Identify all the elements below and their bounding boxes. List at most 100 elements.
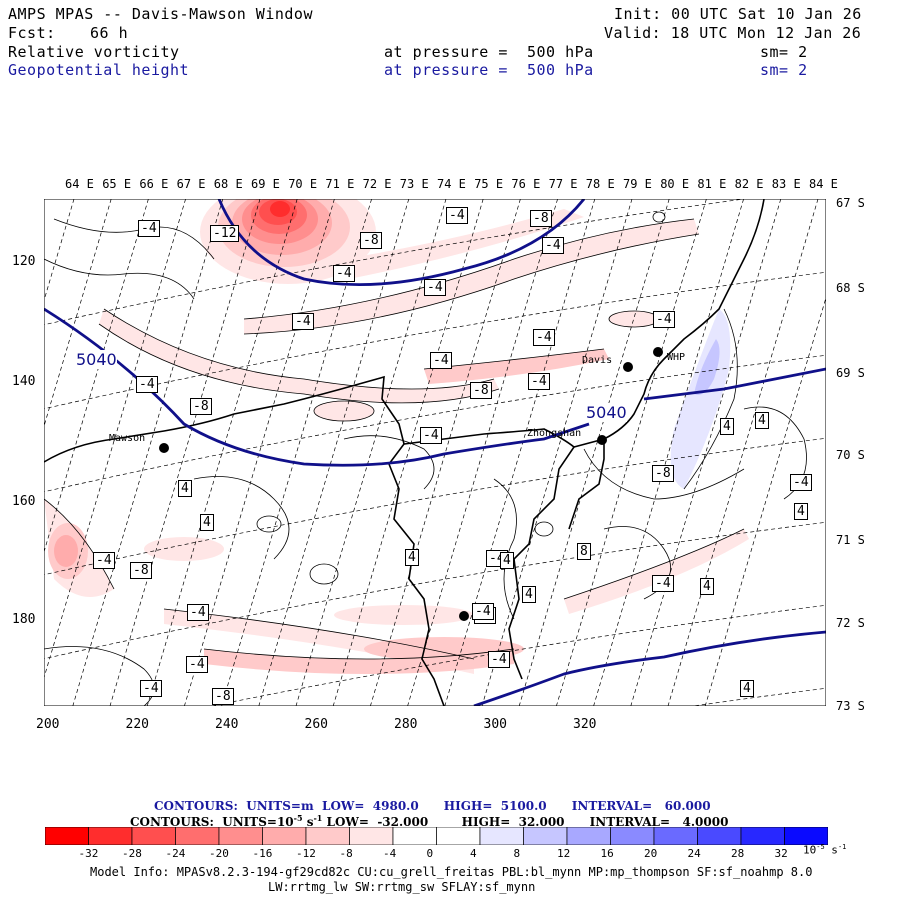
graticule bbox=[44, 199, 826, 706]
color-bar-label: 8 bbox=[513, 847, 521, 860]
color-bar bbox=[45, 827, 828, 845]
field2-smooth: sm= 2 bbox=[760, 61, 808, 79]
longitude-label: 73 E bbox=[399, 177, 429, 191]
height-label: 5040 bbox=[76, 350, 117, 369]
vorticity-low: LOW= -32.000 bbox=[322, 815, 429, 829]
color-bar-label: 12 bbox=[557, 847, 571, 860]
color-bar-label: -8 bbox=[339, 847, 353, 860]
color-bar-label: -32 bbox=[78, 847, 99, 860]
vorticity-label: -8 bbox=[190, 398, 212, 415]
longitude-label: 71 E bbox=[325, 177, 355, 191]
vorticity-high: HIGH= 32.000 bbox=[461, 815, 565, 829]
longitude-label: 77 E bbox=[548, 177, 578, 191]
vorticity-label: -4 bbox=[186, 656, 208, 673]
station-markers bbox=[159, 347, 663, 621]
vorticity-units: CONTOURS: UNITS=10 bbox=[130, 815, 294, 829]
vorticity-shading-negative bbox=[44, 199, 749, 674]
meridian-line bbox=[72, 199, 224, 706]
color-bar-label: 20 bbox=[644, 847, 658, 860]
meridian-line bbox=[704, 296, 826, 706]
color-bar-swatch bbox=[305, 827, 350, 845]
longitude-label: 82 E bbox=[734, 177, 764, 191]
color-bar-swatch bbox=[436, 827, 481, 845]
longitude-label: 74 E bbox=[437, 177, 466, 191]
cb-units-base: 10 bbox=[803, 843, 817, 857]
vorticity-label: -4 bbox=[187, 604, 209, 621]
station-dot-davis bbox=[623, 362, 633, 372]
longitude-label: 72 E bbox=[362, 177, 392, 191]
latitude-label: 73 S bbox=[836, 699, 865, 713]
height-units: CONTOURS: UNITS=m bbox=[154, 799, 314, 813]
parallel-line bbox=[44, 437, 826, 576]
vorticity-label: 4 bbox=[720, 418, 734, 435]
vorticity-label: 4 bbox=[500, 552, 514, 569]
vorticity-units-tail-exp: -1 bbox=[313, 813, 323, 823]
height-interval: INTERVAL= 60.000 bbox=[571, 799, 711, 813]
parallel-line bbox=[44, 199, 747, 326]
vorticity-contours bbox=[44, 211, 807, 706]
vorticity-label: 4 bbox=[522, 586, 536, 603]
vorticity-label: 4 bbox=[178, 480, 192, 497]
x-tick-label: 240 bbox=[215, 717, 239, 732]
longitude-label: 83 E bbox=[771, 177, 801, 191]
forecast-hour: 66 h bbox=[90, 24, 129, 42]
meridian-line bbox=[593, 199, 744, 706]
vorticity-label: -8 bbox=[130, 562, 152, 579]
x-tick-label: 200 bbox=[36, 717, 60, 732]
station-label: WHP bbox=[667, 352, 686, 363]
color-bar-label: 32 bbox=[774, 847, 788, 860]
longitude-label: 80 E bbox=[660, 177, 690, 191]
vorticity-label: 4 bbox=[740, 680, 754, 697]
meridian-line bbox=[44, 199, 75, 302]
field1-level: at pressure = 500 hPa bbox=[384, 43, 594, 61]
color-bar-label: -16 bbox=[252, 847, 273, 860]
longitude-label: 81 E bbox=[697, 177, 727, 191]
vorticity-label: 4 bbox=[794, 503, 808, 520]
longitude-label: 84 E bbox=[809, 177, 838, 191]
vorticity-units-tail: s bbox=[302, 815, 314, 829]
y-tick-label: 140 bbox=[12, 374, 36, 389]
parallel-line bbox=[44, 354, 826, 493]
station-dot-mawson bbox=[159, 443, 169, 453]
meridian-line bbox=[630, 199, 782, 706]
vorticity-label: -4 bbox=[528, 373, 550, 390]
plot-title: AMPS MPAS -- Davis-Mawson Window bbox=[8, 5, 313, 23]
height-label: 5040 bbox=[586, 403, 627, 422]
x-tick-label: 300 bbox=[483, 717, 507, 732]
color-bar-label: -12 bbox=[296, 847, 316, 860]
y-tick-label: 120 bbox=[12, 254, 36, 269]
color-bar-label: -4 bbox=[383, 847, 397, 860]
height-contour-info: CONTOURS: UNITS=m LOW= 4980.0 HIGH= 5100… bbox=[154, 799, 711, 813]
color-bar-units: 10-5 s-1 bbox=[803, 843, 846, 857]
vorticity-label: 4 bbox=[405, 549, 419, 566]
color-bar-label: -24 bbox=[165, 847, 186, 860]
latitude-label: 72 S bbox=[836, 616, 865, 630]
longitude-label: 75 E bbox=[474, 177, 504, 191]
vorticity-label: -12 bbox=[210, 225, 240, 242]
cb-units-tail: s bbox=[824, 843, 838, 857]
model-info-line1: Model Info: MPASv8.2.3-194-gf29cd82c CU:… bbox=[90, 865, 813, 879]
latitude-label: 69 S bbox=[836, 366, 865, 380]
vorticity-label: -8 bbox=[652, 465, 674, 482]
y-tick-label: 180 bbox=[12, 612, 36, 627]
color-bar-swatch bbox=[740, 827, 785, 845]
init-time: Init: 00 UTC Sat 10 Jan 26 bbox=[614, 5, 862, 23]
color-bar-swatch bbox=[392, 827, 437, 845]
vorticity-label: -8 bbox=[530, 210, 552, 227]
color-bar-label: 16 bbox=[600, 847, 614, 860]
cb-units-exp: -5 bbox=[816, 843, 825, 851]
color-bar-swatch bbox=[349, 827, 394, 845]
longitude-label: 78 E bbox=[585, 177, 615, 191]
vorticity-label: -4 bbox=[138, 220, 160, 237]
vorticity-label: -4 bbox=[136, 376, 158, 393]
vorticity-units-exp: -5 bbox=[293, 813, 303, 823]
vorticity-label: -4 bbox=[430, 352, 452, 369]
height-contours bbox=[44, 199, 826, 706]
vorticity-contour-info: CONTOURS: UNITS=10-5 s-1 LOW= -32.000 HI… bbox=[130, 813, 728, 829]
color-bar-label: -28 bbox=[122, 847, 142, 860]
vorticity-label: -4 bbox=[424, 279, 446, 296]
longitude-label: 70 E bbox=[288, 177, 318, 191]
vorticity-label: 4 bbox=[200, 514, 214, 531]
station-label: Davis bbox=[582, 355, 613, 366]
longitude-label: 68 E bbox=[213, 177, 243, 191]
